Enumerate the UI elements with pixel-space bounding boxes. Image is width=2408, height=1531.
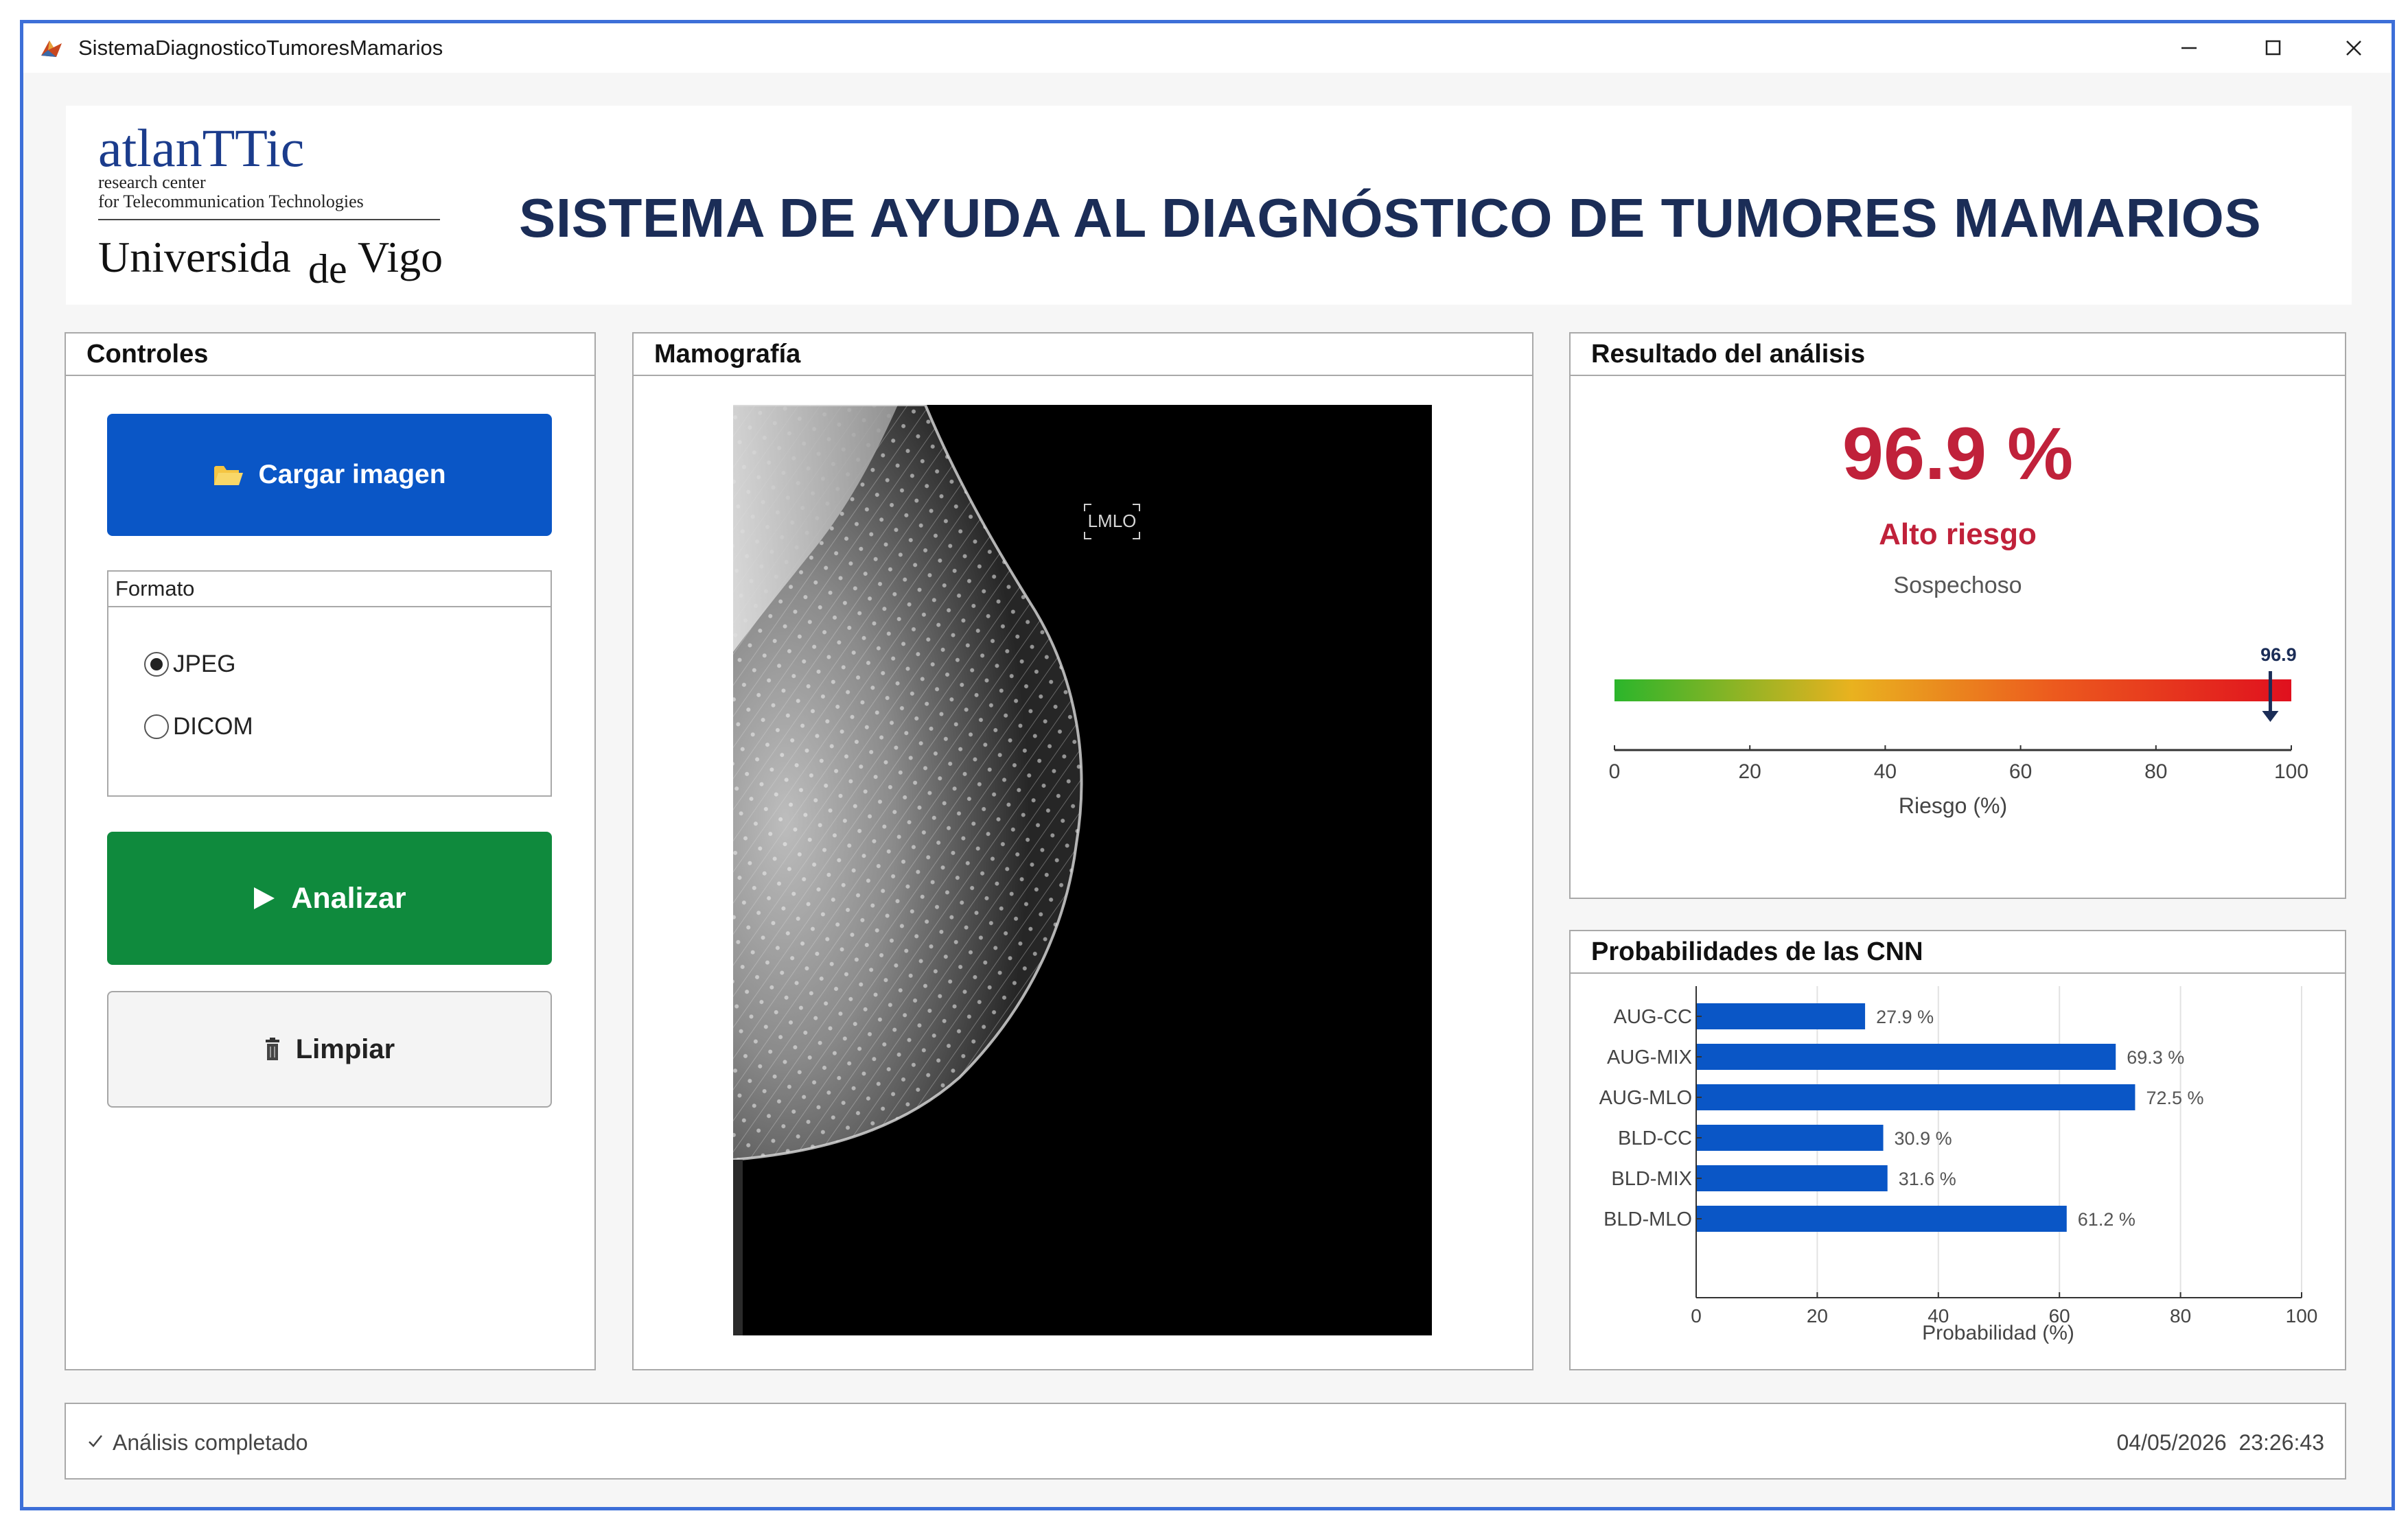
cnn-category-label: AUG-MLO	[1599, 1087, 1692, 1109]
cnn-category-label: BLD-CC	[1618, 1127, 1692, 1149]
cnn-bar	[1696, 1206, 2067, 1232]
svg-text:for Telecommunication Technolo: for Telecommunication Technologies	[98, 191, 364, 211]
result-panel: Resultado del análisis 96.9 % Alto riesg…	[1569, 332, 2346, 899]
svg-text:de: de	[308, 246, 347, 292]
analyze-label: Analizar	[291, 881, 406, 915]
cnn-value-label: 69.3 %	[2127, 1047, 2184, 1068]
mammography-panel-title: Mamografía	[634, 334, 1532, 376]
gauge-marker-arrow	[2262, 711, 2279, 722]
cnn-panel-title: Probabilidades de las CNN	[1571, 931, 2345, 974]
gauge-tick-label: 0	[1609, 760, 1621, 783]
mammography-panel: Mamografía	[632, 332, 1533, 1370]
cnn-bar	[1696, 1084, 2135, 1110]
radio-jpeg[interactable]: JPEG	[144, 651, 235, 678]
risk-gauge-bar	[1614, 679, 2291, 701]
radio-jpeg-label: JPEG	[173, 651, 236, 677]
cnn-value-label: 31.6 %	[1899, 1169, 1956, 1189]
status-message-wrap: Análisis completado	[86, 1430, 308, 1456]
risk-level: Alto riesgo	[1879, 517, 2037, 551]
close-button[interactable]	[2316, 30, 2392, 66]
gauge-tick-label: 40	[1874, 760, 1897, 783]
svg-text:Universida: Universida	[98, 233, 291, 281]
app-title: SISTEMA DE AYUDA AL DIAGNÓSTICO DE TUMOR…	[519, 187, 2262, 248]
clear-label: Limpiar	[295, 1033, 395, 1064]
maximize-button[interactable]	[2235, 30, 2311, 66]
analyze-button[interactable]: Analizar	[107, 832, 552, 965]
risk-gauge-axis-label: Riesgo (%)	[1899, 793, 2007, 818]
cnn-probabilities-panel: Probabilidades de las CNN 27.9 % 69.3 % 72…	[1569, 930, 2346, 1370]
cnn-category-label: BLD-MLO	[1604, 1208, 1692, 1230]
risk-gauge: 0 20 40 60 80 100 96.9 Riesgo (%)	[1609, 644, 2308, 818]
status-bar: Análisis completado 04/05/2026 23:26:43	[65, 1403, 2346, 1480]
cnn-bar	[1696, 1125, 1884, 1151]
gauge-tick-label: 60	[2009, 760, 2032, 783]
cnn-value-label: 30.9 %	[1895, 1128, 1952, 1149]
mammo-view-label: LMLO	[1088, 511, 1137, 531]
cnn-bar	[1696, 1003, 1866, 1029]
result-panel-title: Resultado del análisis	[1571, 334, 2345, 376]
radio-unselected-icon	[144, 714, 169, 739]
cnn-x-tick-label: 40	[1927, 1305, 1949, 1327]
folder-icon	[213, 462, 244, 488]
gauge-tick-label: 80	[2144, 760, 2167, 783]
status-message: Análisis completado	[113, 1430, 308, 1455]
svg-text:Vigo: Vigo	[358, 233, 443, 281]
format-group: Formato JPEG DICOM	[107, 570, 552, 797]
cnn-value-label: 61.2 %	[2078, 1209, 2135, 1230]
matlab-app-icon	[38, 35, 65, 61]
status-datetime: 04/05/2026 23:26:43	[2116, 1430, 2325, 1455]
clear-button[interactable]: Limpiar	[107, 991, 552, 1108]
app-window: SistemaDiagnosticoTumoresMamarios atlanT…	[20, 20, 2395, 1510]
maximize-icon	[2265, 40, 2281, 56]
gauge-tick-label: 20	[1739, 760, 1761, 783]
gauge-tick-label: 100	[2274, 760, 2308, 783]
checkmark-icon	[86, 1430, 104, 1456]
radio-dicom-label: DICOM	[173, 713, 253, 740]
cnn-bar-chart: 27.9 % 69.3 % 72.5 % 30.9 % 31.6 % 61.2 % 0 20…	[1599, 986, 2318, 1344]
controls-panel: Controles Cargar imagen Formato JPEG DIC…	[65, 332, 596, 1370]
minimize-icon	[2181, 47, 2197, 49]
trash-icon	[264, 1038, 281, 1061]
cnn-x-axis-label: Probabilidad (%)	[1922, 1322, 2074, 1344]
view-label-marker: LMLO	[1084, 504, 1140, 539]
title-bar: SistemaDiagnosticoTumoresMamarios	[23, 23, 2392, 73]
format-group-title: Formato	[108, 572, 551, 607]
cnn-x-tick-label: 0	[1691, 1305, 1702, 1327]
close-icon	[2346, 40, 2361, 56]
risk-percentage: 96.9 %	[1842, 412, 2074, 495]
mammography-image: LMLO	[733, 405, 1432, 1335]
cnn-category-label: BLD-MIX	[1611, 1168, 1692, 1190]
load-image-label: Cargar imagen	[258, 460, 446, 489]
svg-text:atlanTTic: atlanTTic	[98, 119, 304, 178]
cnn-x-tick-label: 20	[1807, 1305, 1828, 1327]
cnn-value-label: 72.5 %	[2146, 1088, 2203, 1108]
gauge-marker-label: 96.9	[2260, 644, 2297, 665]
radio-selected-icon	[144, 652, 169, 677]
cnn-bar	[1696, 1044, 2116, 1070]
cnn-category-label: AUG-CC	[1614, 1006, 1692, 1028]
atlanttic-uvigo-logo: atlanTTic research center for Telecommun…	[98, 119, 443, 292]
minimize-button[interactable]	[2151, 30, 2227, 66]
risk-classification: Sospechoso	[1893, 572, 2022, 598]
cnn-x-tick-label: 80	[2170, 1305, 2191, 1327]
cnn-category-label: AUG-MIX	[1607, 1047, 1692, 1068]
play-icon	[253, 886, 276, 911]
cnn-x-tick-label: 100	[2286, 1305, 2318, 1327]
cnn-value-label: 27.9 %	[1876, 1007, 1934, 1027]
app-header: atlanTTic research center for Telecommun…	[66, 106, 2352, 305]
window-title: SistemaDiagnosticoTumoresMamarios	[78, 36, 443, 60]
cnn-x-tick-label: 60	[2049, 1305, 2070, 1327]
cnn-bar	[1696, 1165, 1888, 1191]
controls-panel-title: Controles	[66, 334, 594, 376]
radio-dicom[interactable]: DICOM	[144, 713, 253, 740]
load-image-button[interactable]: Cargar imagen	[107, 414, 552, 536]
svg-text:research center: research center	[98, 172, 206, 192]
